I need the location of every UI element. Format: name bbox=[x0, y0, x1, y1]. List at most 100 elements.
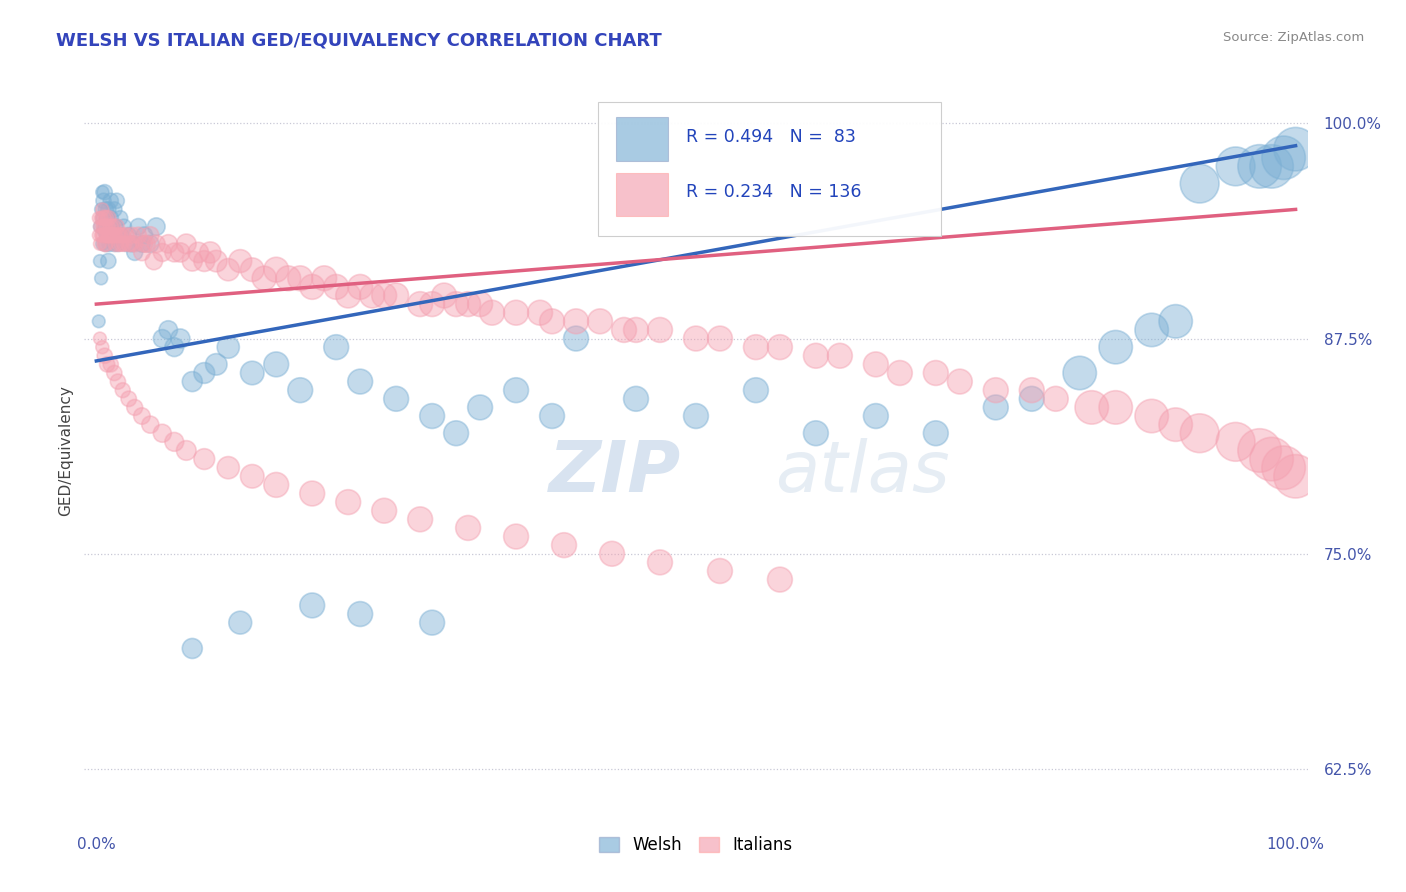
Point bbox=[94, 236, 117, 251]
Point bbox=[91, 219, 114, 234]
Point bbox=[505, 383, 527, 397]
Point bbox=[217, 262, 239, 277]
Point bbox=[157, 236, 180, 251]
Point bbox=[804, 426, 827, 441]
Point bbox=[804, 349, 827, 363]
Point bbox=[613, 323, 636, 337]
Point bbox=[118, 236, 141, 251]
Point bbox=[98, 236, 121, 251]
Point bbox=[145, 236, 167, 251]
FancyBboxPatch shape bbox=[598, 103, 941, 235]
Point bbox=[648, 555, 671, 569]
Point bbox=[91, 236, 114, 251]
Text: R = 0.494   N =  83: R = 0.494 N = 83 bbox=[686, 128, 856, 146]
Point bbox=[769, 573, 792, 587]
Point bbox=[865, 409, 887, 423]
Point bbox=[87, 314, 110, 328]
Point bbox=[118, 228, 141, 243]
FancyBboxPatch shape bbox=[616, 173, 668, 217]
Text: atlas: atlas bbox=[776, 438, 950, 508]
Point bbox=[96, 357, 118, 371]
Point bbox=[1188, 426, 1211, 441]
Point bbox=[253, 271, 276, 285]
Point bbox=[103, 228, 125, 243]
Point bbox=[110, 236, 132, 251]
Point bbox=[420, 615, 443, 630]
Point bbox=[93, 211, 115, 225]
Point bbox=[89, 254, 111, 268]
Point bbox=[373, 504, 395, 518]
Point bbox=[468, 401, 491, 415]
Point bbox=[337, 288, 360, 302]
Point bbox=[385, 392, 408, 406]
Point bbox=[200, 245, 222, 260]
Point bbox=[93, 194, 115, 208]
Point bbox=[112, 219, 135, 234]
Point bbox=[685, 409, 707, 423]
Point bbox=[104, 219, 127, 234]
Point bbox=[1249, 443, 1271, 458]
Point bbox=[139, 236, 162, 251]
Point bbox=[163, 245, 186, 260]
Point bbox=[745, 383, 768, 397]
Point bbox=[385, 288, 408, 302]
Point bbox=[865, 357, 887, 371]
Point bbox=[96, 228, 118, 243]
Point bbox=[90, 211, 112, 225]
Point bbox=[565, 314, 588, 328]
Point bbox=[565, 332, 588, 346]
Point bbox=[325, 280, 347, 294]
Point bbox=[111, 383, 134, 397]
Point bbox=[769, 340, 792, 354]
Point bbox=[110, 228, 132, 243]
Point bbox=[240, 469, 263, 483]
Point bbox=[96, 211, 118, 225]
Point bbox=[290, 271, 312, 285]
Point bbox=[101, 219, 124, 234]
Point bbox=[98, 219, 121, 234]
Point bbox=[828, 349, 851, 363]
Point bbox=[110, 211, 132, 225]
Point bbox=[1249, 160, 1271, 174]
Point bbox=[1140, 323, 1163, 337]
Point bbox=[105, 219, 128, 234]
Point bbox=[314, 271, 336, 285]
Point bbox=[420, 409, 443, 423]
Point bbox=[648, 323, 671, 337]
Point bbox=[87, 228, 110, 243]
Point bbox=[505, 306, 527, 320]
Point bbox=[94, 202, 117, 217]
Point bbox=[107, 228, 129, 243]
Point bbox=[1080, 401, 1102, 415]
Point bbox=[100, 211, 122, 225]
Point bbox=[174, 443, 197, 458]
Point bbox=[142, 254, 165, 268]
Point bbox=[93, 185, 117, 199]
Point bbox=[96, 219, 118, 234]
Point bbox=[139, 228, 162, 243]
Point bbox=[1284, 142, 1306, 156]
Point bbox=[115, 236, 138, 251]
Point bbox=[181, 375, 204, 389]
Point bbox=[949, 375, 972, 389]
Point bbox=[150, 426, 173, 441]
Point bbox=[93, 219, 117, 234]
Point bbox=[217, 460, 239, 475]
Point bbox=[93, 236, 117, 251]
Point bbox=[217, 340, 239, 354]
Point bbox=[90, 228, 112, 243]
Point bbox=[97, 211, 120, 225]
Point bbox=[685, 332, 707, 346]
Point bbox=[240, 366, 263, 380]
Point bbox=[301, 280, 323, 294]
Point bbox=[100, 194, 122, 208]
Point bbox=[121, 236, 143, 251]
Point bbox=[107, 236, 129, 251]
Point bbox=[1045, 392, 1067, 406]
Point bbox=[93, 223, 117, 237]
Point bbox=[1140, 409, 1163, 423]
Point bbox=[984, 383, 1007, 397]
Point bbox=[131, 409, 153, 423]
Point bbox=[1272, 151, 1295, 165]
Point bbox=[174, 236, 197, 251]
